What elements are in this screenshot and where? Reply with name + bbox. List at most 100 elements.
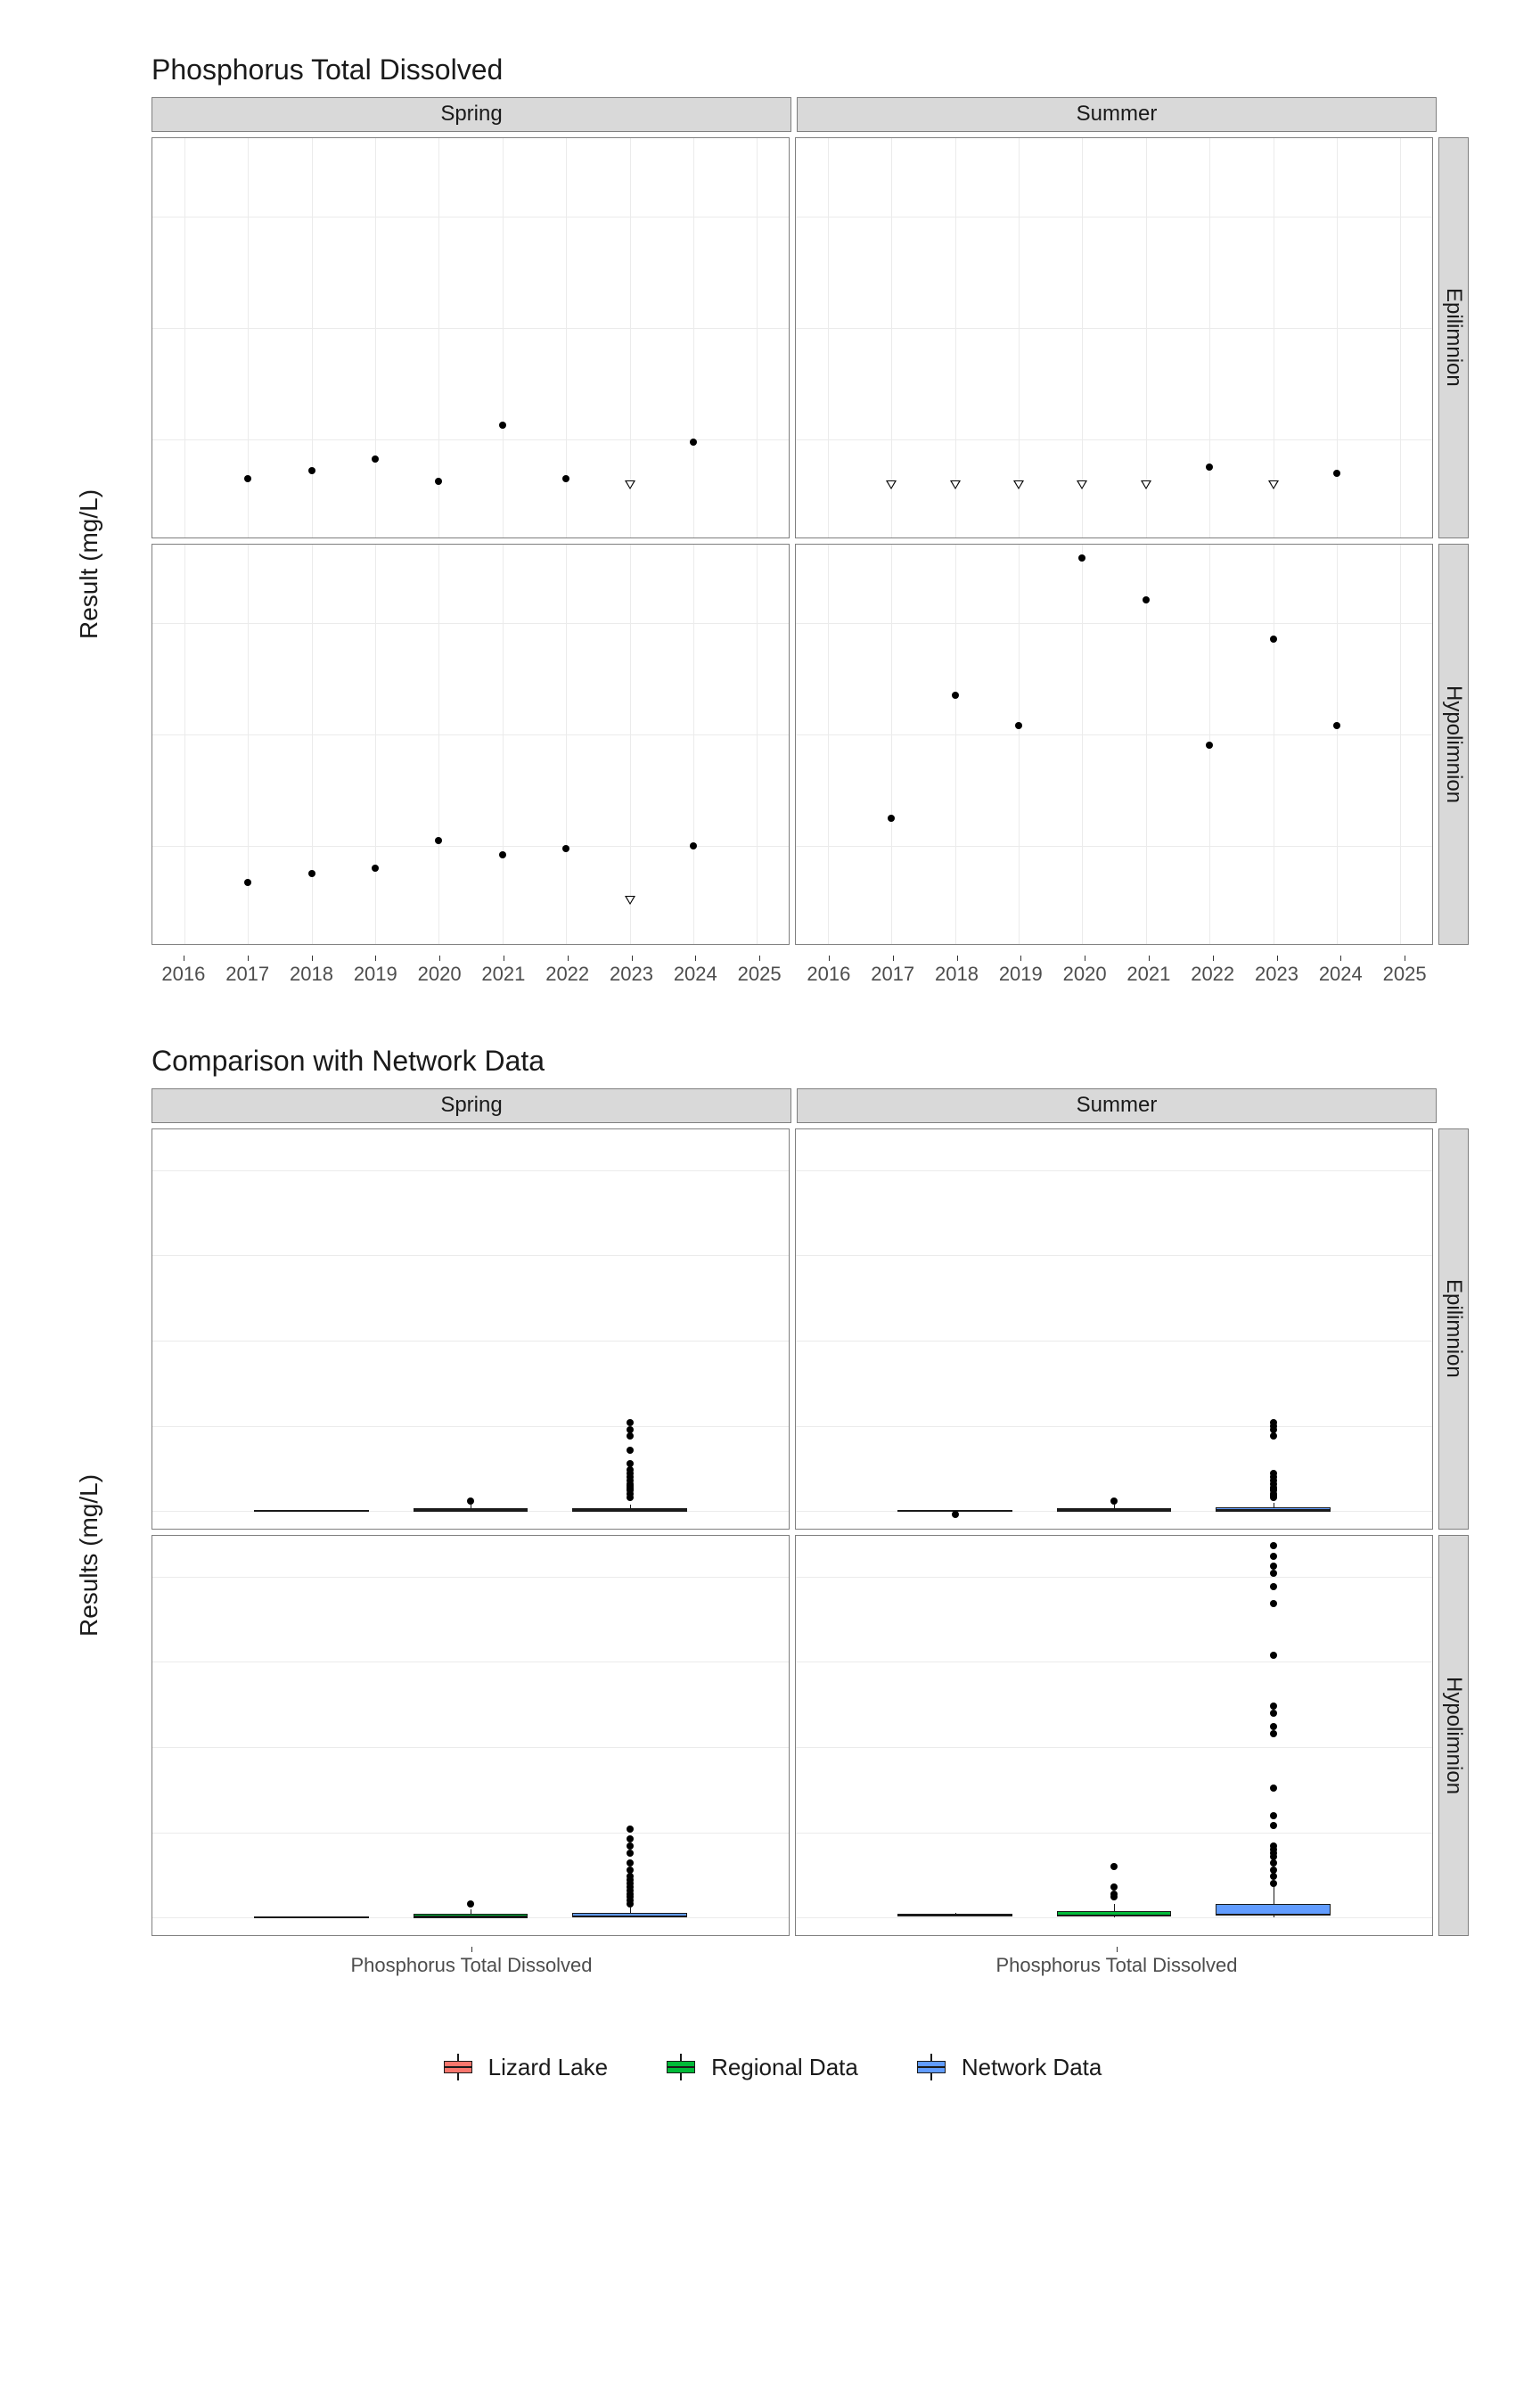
x-category-label: Phosphorus Total Dissolved [350, 1954, 592, 1977]
x-tick-label: 2023 [610, 963, 653, 986]
outlier-point [1270, 1432, 1277, 1440]
outlier-point [1270, 1553, 1277, 1560]
data-point [562, 845, 569, 852]
x-tick-label: 2019 [354, 963, 397, 986]
outlier-point [627, 1842, 634, 1850]
col-strip-spring2: Spring [152, 1088, 791, 1123]
outlier-point [1110, 1883, 1118, 1891]
legend-label: Lizard Lake [488, 2054, 608, 2081]
outlier-point [627, 1850, 634, 1857]
data-point [244, 879, 251, 886]
chart2-title: Comparison with Network Data [152, 1045, 1469, 1078]
outlier-point [627, 1867, 634, 1874]
outlier-point [1270, 1880, 1277, 1887]
data-point [562, 475, 569, 482]
censored-triangle-icon [950, 480, 961, 489]
legend-item: Lizard Lake [438, 2054, 608, 2081]
legend: Lizard Lake Regional Data Network Data [71, 2054, 1469, 2081]
x-tick-label: 2017 [871, 963, 914, 986]
boxplot-panel: 0.000.250.500.751.00 [152, 1128, 790, 1530]
col-strip-summer: Summer [797, 97, 1437, 132]
censored-triangle-icon [1013, 480, 1024, 489]
outlier-point [1270, 1570, 1277, 1577]
censored-triangle-icon [1141, 480, 1151, 489]
outlier-point [1270, 1652, 1277, 1659]
outlier-point [1270, 1583, 1277, 1590]
data-point [499, 851, 506, 858]
x-tick-label: 2019 [999, 963, 1043, 986]
outlier-point [1270, 1867, 1277, 1874]
data-point [1270, 636, 1277, 643]
legend-item: Regional Data [661, 2054, 858, 2081]
chart1-panels: Result (mg/L) 0.0040.0080.012Epilimnion0… [152, 137, 1469, 991]
legend-key-icon [912, 2054, 951, 2080]
outlier-point [1270, 1730, 1277, 1737]
data-point [1143, 596, 1150, 603]
scatter-panel [795, 137, 1433, 538]
outlier-point [627, 1826, 634, 1833]
legend-label: Network Data [962, 2054, 1102, 2081]
boxplot-panel: 0.000.250.500.751.00 [152, 1535, 790, 1936]
data-point [308, 467, 315, 474]
outlier-point [1270, 1470, 1277, 1477]
x-tick-label: 2021 [481, 963, 525, 986]
censored-triangle-icon [1268, 480, 1279, 489]
row-strip: Epilimnion [1438, 1128, 1469, 1530]
outlier-point [1270, 1419, 1277, 1426]
outlier-point [1110, 1891, 1118, 1898]
x-tick-label: 2017 [225, 963, 269, 986]
data-point [690, 439, 697, 446]
outlier-point [627, 1447, 634, 1454]
data-point [888, 815, 895, 822]
x-tick-label: 2018 [290, 963, 333, 986]
censored-triangle-icon [625, 480, 635, 489]
outlier-point [1270, 1710, 1277, 1717]
row-strip: Epilimnion [1438, 137, 1469, 538]
row-strip: Hypolimnion [1438, 544, 1469, 945]
phosphorus-scatter-chart: Phosphorus Total Dissolved Spring Summer… [71, 53, 1469, 991]
outlier-point [1270, 1542, 1277, 1549]
x-tick-label: 2020 [1063, 963, 1107, 986]
data-point [308, 870, 315, 877]
x-tick-label: 2025 [738, 963, 782, 986]
outlier-point [1270, 1842, 1277, 1850]
data-point [372, 865, 379, 872]
outlier-point [1270, 1859, 1277, 1867]
outlier-point [1110, 1498, 1118, 1505]
legend-label: Regional Data [711, 2054, 858, 2081]
outlier-point [1110, 1863, 1118, 1870]
x-tick-label: 2016 [161, 963, 205, 986]
data-point [372, 455, 379, 463]
legend-key-icon [661, 2054, 700, 2080]
outlier-point [952, 1511, 959, 1518]
outlier-point [627, 1426, 634, 1433]
outlier-point [1270, 1812, 1277, 1819]
data-point [499, 422, 506, 429]
outlier-point [627, 1460, 634, 1467]
scatter-panel [795, 544, 1433, 945]
outlier-point [467, 1900, 474, 1908]
outlier-point [1270, 1873, 1277, 1880]
x-tick-label: 2018 [935, 963, 979, 986]
x-tick-label: 2016 [807, 963, 850, 986]
outlier-point [627, 1835, 634, 1842]
data-point [952, 692, 959, 699]
outlier-point [1270, 1723, 1277, 1730]
data-point [1206, 742, 1213, 749]
legend-item: Network Data [912, 2054, 1102, 2081]
outlier-point [1270, 1822, 1277, 1829]
data-point [1333, 470, 1340, 477]
censored-triangle-icon [1077, 480, 1087, 489]
data-point [244, 475, 251, 482]
outlier-point [1270, 1703, 1277, 1710]
data-point [435, 837, 442, 844]
outlier-point [627, 1859, 634, 1867]
data-point [690, 842, 697, 849]
outlier-point [1270, 1563, 1277, 1570]
data-point [435, 478, 442, 485]
data-point [1078, 554, 1085, 562]
col-strip-summer2: Summer [797, 1088, 1437, 1123]
x-tick-label: 2023 [1255, 963, 1298, 986]
x-tick-label: 2022 [1191, 963, 1234, 986]
chart2-y-label: Results (mg/L) [75, 1474, 103, 1637]
